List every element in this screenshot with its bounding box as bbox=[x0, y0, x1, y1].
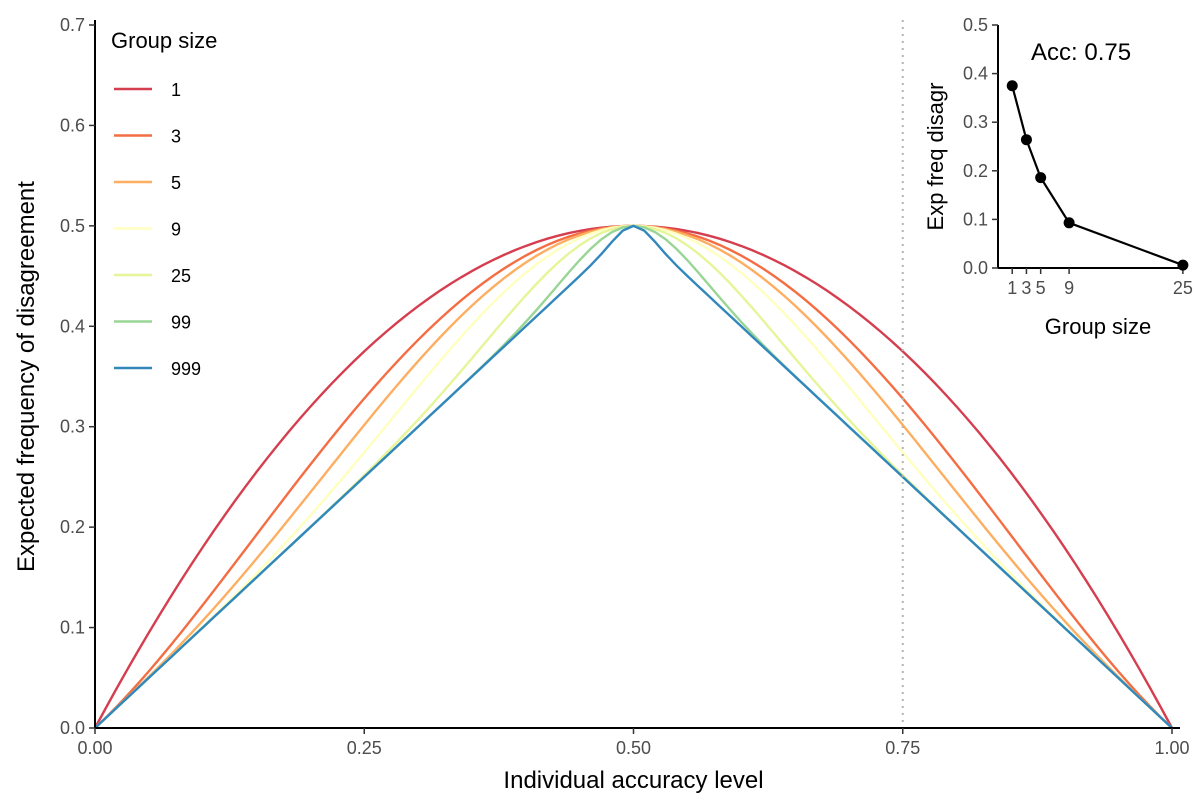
inset-point bbox=[1006, 80, 1018, 92]
inset-plot: 0.0 0.1 0.2 0.3 0.4 0.5 1 3 5 9 25 Acc: 0.75 Group… bbox=[923, 15, 1193, 339]
inset-y-tick-label: 0.3 bbox=[963, 112, 988, 132]
inset-y-tick-label: 0.4 bbox=[963, 64, 988, 84]
inset-x-tick-label: 9 bbox=[1064, 278, 1074, 298]
inset-point bbox=[1063, 217, 1075, 229]
legend-label-999: 999 bbox=[171, 359, 201, 379]
legend-label-1: 1 bbox=[171, 80, 181, 100]
inset-series bbox=[1006, 80, 1189, 271]
inset-point bbox=[1020, 134, 1032, 146]
main-axes: 0.00 0.25 0.50 0.75 1.000.00.10.20.30.40.50.… bbox=[60, 15, 1190, 758]
y-tick-label: 0.6 bbox=[60, 115, 85, 135]
y-tick-label: 0.7 bbox=[60, 15, 85, 35]
inset-y-tick-label: 0.5 bbox=[963, 15, 988, 35]
x-tick-label: 0.50 bbox=[616, 738, 651, 758]
inset-point bbox=[1035, 172, 1047, 184]
legend-label-99: 99 bbox=[171, 313, 191, 333]
series-line-5 bbox=[94, 224, 1173, 729]
series-line-25 bbox=[94, 224, 1173, 729]
x-tick-label: 0.25 bbox=[347, 738, 382, 758]
inset-point bbox=[1177, 259, 1189, 271]
series-line-3 bbox=[94, 224, 1173, 729]
y-tick-label: 0.3 bbox=[60, 417, 85, 437]
inset-y-tick-label: 0.0 bbox=[963, 258, 988, 278]
inset-x-tick-label: 3 bbox=[1021, 278, 1031, 298]
series-line-9 bbox=[94, 224, 1173, 729]
y-tick-label: 0.2 bbox=[60, 517, 85, 537]
y-tick-label: 0.0 bbox=[60, 718, 85, 738]
y-tick-label: 0.4 bbox=[60, 316, 85, 336]
inset-y-tick-label: 0.2 bbox=[963, 161, 988, 181]
inset-x-tick-label: 1 bbox=[1007, 278, 1017, 298]
legend-label-5: 5 bbox=[171, 173, 181, 193]
legend-label-9: 9 bbox=[171, 220, 181, 240]
y-tick-label: 0.1 bbox=[60, 618, 85, 638]
legend-label-3: 3 bbox=[171, 127, 181, 147]
x-tick-label: 0.00 bbox=[77, 738, 112, 758]
series-line-999 bbox=[94, 224, 1173, 729]
inset-y-tick-label: 0.1 bbox=[963, 209, 988, 229]
inset-x-axis-title: Group size bbox=[1045, 314, 1151, 339]
inset-x-tick-label: 25 bbox=[1173, 278, 1193, 298]
main-curves bbox=[93, 224, 1174, 729]
y-tick-label: 0.5 bbox=[60, 216, 85, 236]
inset-x-tick-label: 5 bbox=[1036, 278, 1046, 298]
main-plot: 0.00 0.25 0.50 0.75 1.000.00.10.20.30.40.50.… bbox=[13, 15, 1190, 794]
inset-y-axis-title: Exp freq disagr bbox=[923, 83, 948, 231]
x-tick-label: 0.75 bbox=[885, 738, 920, 758]
inset-annotation: Acc: 0.75 bbox=[1031, 39, 1131, 66]
x-axis-title: Individual accuracy level bbox=[503, 767, 763, 794]
y-axis-title: Expected frequency of disagreement bbox=[13, 181, 40, 572]
legend-title: Group size bbox=[111, 28, 217, 53]
x-tick-label: 1.00 bbox=[1154, 738, 1189, 758]
inset-axes: 0.0 0.1 0.2 0.3 0.4 0.5 1 3 5 9 25 bbox=[963, 15, 1193, 298]
series-line-99 bbox=[94, 224, 1173, 729]
legend-label-25: 25 bbox=[171, 266, 191, 286]
series-line-1 bbox=[93, 224, 1174, 729]
